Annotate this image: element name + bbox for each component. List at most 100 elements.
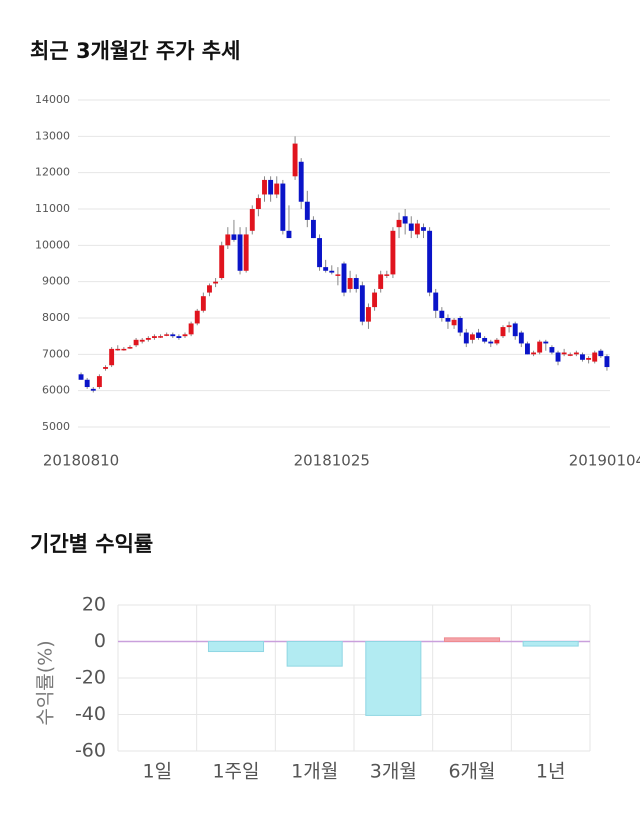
candle-body xyxy=(549,347,555,353)
candle-body xyxy=(139,339,145,342)
candle-body xyxy=(109,348,115,366)
x-tick-label: 6개월 xyxy=(448,761,495,783)
candle-body xyxy=(121,348,127,351)
candle-body xyxy=(359,285,365,322)
candle-body xyxy=(127,347,133,349)
candle-body xyxy=(286,230,292,239)
candle-body xyxy=(164,334,170,336)
bar xyxy=(207,641,265,653)
candle-body xyxy=(408,223,414,231)
candle-body xyxy=(90,388,96,391)
candle-body xyxy=(158,336,163,338)
y-tick-label: 8000 xyxy=(42,311,70,324)
candle-body xyxy=(561,352,567,355)
bar xyxy=(286,641,343,667)
candle-body xyxy=(567,354,573,356)
candle-body xyxy=(262,179,267,195)
candle-body xyxy=(506,325,512,328)
candle-body xyxy=(580,354,585,360)
candle-body xyxy=(310,219,316,239)
candle-body xyxy=(390,230,396,275)
chart-title: 최근 3개월간 주가 추세 xyxy=(30,39,240,63)
candle-body xyxy=(512,323,518,337)
candle-body xyxy=(335,274,341,276)
candle-body xyxy=(317,238,322,268)
candle-body xyxy=(476,332,481,338)
candle-body xyxy=(439,310,445,318)
x-tick-label: 1일 xyxy=(143,761,173,783)
y-tick-label: 11000 xyxy=(35,202,70,215)
x-tick-label: 1주일 xyxy=(212,761,259,783)
y-tick-label: 9000 xyxy=(42,275,70,288)
candle-body xyxy=(133,339,139,346)
candle-body xyxy=(207,285,212,293)
candle-body xyxy=(84,379,90,388)
candle-body xyxy=(151,336,157,338)
candle-body xyxy=(353,278,359,289)
candle-body xyxy=(598,350,604,357)
candle-body xyxy=(268,179,274,195)
candle-body xyxy=(543,341,549,344)
y-tick-label: 10000 xyxy=(35,238,70,251)
candle-body xyxy=(249,209,255,231)
x-tick-label: 20190104 xyxy=(569,452,640,470)
candle-body xyxy=(96,376,102,388)
chart-title: 기간별 수익률 xyxy=(30,532,153,556)
candle-body xyxy=(555,352,561,362)
candle-body xyxy=(231,234,237,240)
candle-body xyxy=(243,234,249,271)
candle-body xyxy=(378,274,384,289)
x-tick-label: 20181025 xyxy=(294,452,370,470)
candle-body xyxy=(341,263,347,293)
candle-body xyxy=(573,352,579,355)
candle-body xyxy=(488,341,494,344)
candle-body xyxy=(372,292,378,308)
bar xyxy=(522,641,579,647)
candle-body xyxy=(463,332,469,344)
y-tick-label: 14000 xyxy=(35,93,70,106)
y-tick-label: 13000 xyxy=(35,129,70,142)
y-tick-label: 20 xyxy=(82,594,106,616)
candle-body xyxy=(219,245,225,279)
candle-body xyxy=(500,327,506,337)
candle-body xyxy=(145,337,151,340)
candle-body xyxy=(525,343,530,355)
candle-body xyxy=(200,296,206,311)
x-tick-label: 3개월 xyxy=(370,761,417,783)
candle-body xyxy=(586,357,592,360)
candle-body xyxy=(170,334,176,337)
y-tick-label: -60 xyxy=(75,740,106,762)
candle-body xyxy=(188,323,194,335)
x-tick-label: 1년 xyxy=(536,761,566,783)
candle-body xyxy=(78,374,84,380)
y-tick-label: 5000 xyxy=(42,420,70,433)
candle-body xyxy=(414,223,420,235)
y-tick-label: -40 xyxy=(75,703,106,725)
candle-body xyxy=(194,310,200,324)
candle-body xyxy=(304,201,310,220)
y-tick-label: -20 xyxy=(75,667,106,689)
candle-body xyxy=(445,318,451,322)
candle-body xyxy=(457,318,463,333)
candle-body xyxy=(531,352,537,355)
y-axis-label: 수익률(%) xyxy=(35,640,57,725)
candle-body xyxy=(537,341,543,353)
y-tick-label: 7000 xyxy=(42,347,70,360)
candle-body xyxy=(518,332,524,344)
candle-body xyxy=(347,278,353,289)
candle-body xyxy=(115,348,121,351)
candle-body xyxy=(396,219,402,228)
candle-body xyxy=(427,230,433,293)
candle-body xyxy=(329,270,335,273)
candle-body xyxy=(176,336,182,338)
candle-body xyxy=(255,198,261,209)
y-tick-label: 6000 xyxy=(42,384,70,397)
candle-body xyxy=(451,319,457,326)
candle-body xyxy=(182,334,188,337)
bar xyxy=(443,637,501,642)
candle-body xyxy=(482,337,488,342)
x-tick-label: 1개월 xyxy=(291,761,338,783)
candle-body xyxy=(384,274,390,276)
candle-body xyxy=(292,143,298,177)
